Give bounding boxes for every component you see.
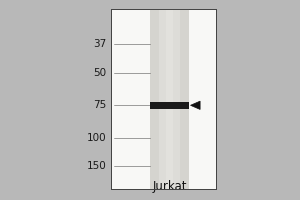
Bar: [166, 9, 173, 189]
Bar: [150, 102, 189, 109]
Text: 50: 50: [93, 68, 106, 78]
Text: 37: 37: [93, 39, 106, 49]
Text: 150: 150: [87, 161, 106, 171]
Text: 75: 75: [93, 100, 106, 110]
Bar: [111, 9, 216, 189]
Bar: [159, 9, 180, 189]
Text: 100: 100: [87, 133, 106, 143]
Polygon shape: [190, 101, 200, 109]
Bar: [150, 9, 189, 189]
Text: Jurkat: Jurkat: [152, 180, 187, 193]
